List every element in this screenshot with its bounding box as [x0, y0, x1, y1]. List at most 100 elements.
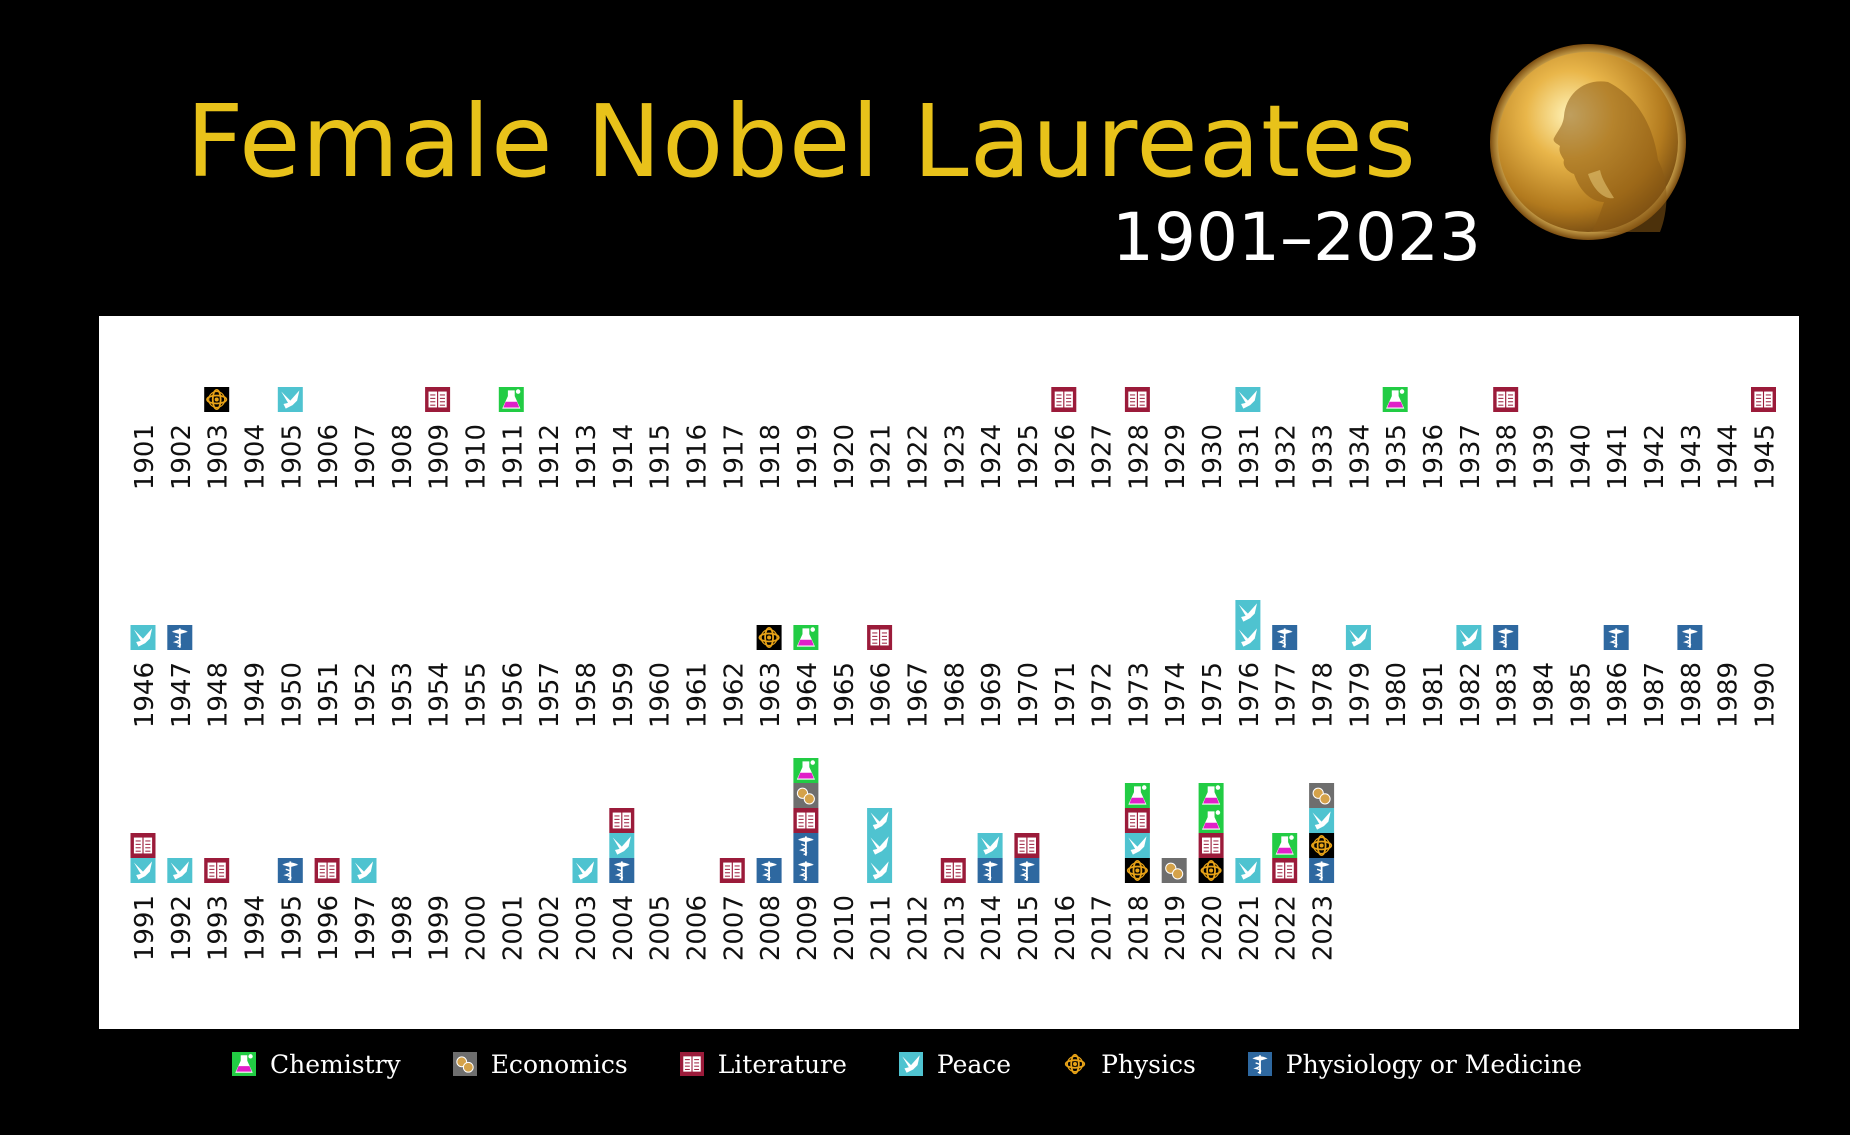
year-label: 1954 [425, 662, 455, 728]
year-label: 1915 [646, 424, 676, 490]
year-label: 1973 [1124, 662, 1154, 728]
coins-icon [452, 1052, 477, 1076]
year-label: 1986 [1603, 662, 1633, 728]
year-label: 1962 [719, 662, 749, 728]
year-label: 1924 [977, 424, 1007, 490]
year-label: 2020 [1198, 895, 1228, 961]
nobel-medal-icon [1490, 44, 1686, 240]
award-mark [314, 858, 340, 883]
year-label: 1968 [940, 662, 970, 728]
legend-label: Economics [490, 1049, 628, 1079]
year-label: 1961 [682, 662, 712, 728]
award-mark [1124, 833, 1150, 858]
year-label: 1921 [867, 424, 897, 490]
award-mark [130, 625, 156, 650]
year-label: 1976 [1235, 662, 1265, 728]
legend-label: Chemistry [270, 1049, 401, 1079]
year-label: 1933 [1309, 424, 1339, 490]
year-label: 1997 [351, 895, 381, 961]
timeline-chart: 1901 1902 1903 1904 1905 1906 1907 1908 1909 1910… [130, 387, 1781, 961]
year-label: 1919 [793, 424, 823, 490]
year-label: 2011 [867, 895, 897, 961]
year-label: 2001 [498, 895, 528, 961]
year-label: 1906 [314, 424, 344, 490]
year-label: 1943 [1677, 424, 1707, 490]
legend-item: Physiology or Medicine [1247, 1049, 1583, 1079]
year-label: 1989 [1714, 662, 1744, 728]
award-mark [1677, 625, 1703, 650]
year-label: 1958 [572, 662, 602, 728]
award-mark [277, 387, 303, 412]
year-label: 2017 [1088, 895, 1118, 961]
year-label: 1908 [388, 424, 418, 490]
year-label: 1971 [1051, 662, 1081, 728]
award-mark [793, 783, 819, 808]
year-label: 1999 [425, 895, 455, 961]
year-label: 1935 [1382, 424, 1412, 490]
year-label: 2023 [1309, 895, 1339, 961]
year-label: 1985 [1566, 662, 1596, 728]
year-label: 2007 [719, 895, 749, 961]
year-label: 1942 [1640, 424, 1670, 490]
legend-item: Physics [1063, 1050, 1196, 1079]
year-label: 1945 [1751, 424, 1781, 490]
award-mark [1235, 858, 1261, 883]
year-label: 1941 [1603, 424, 1633, 490]
year-label: 1978 [1309, 662, 1339, 728]
award-mark [793, 625, 819, 650]
flask-icon [232, 1052, 256, 1076]
year-label: 1963 [756, 662, 786, 728]
award-mark [867, 833, 893, 858]
year-label: 1948 [204, 662, 234, 728]
year-label: 1987 [1640, 662, 1670, 728]
award-mark [977, 858, 1003, 883]
award-mark [1272, 625, 1298, 650]
legend-label: Literature [717, 1049, 847, 1079]
award-mark [1198, 833, 1224, 858]
year-label: 1932 [1272, 424, 1302, 490]
year-label: 1957 [535, 662, 565, 728]
year-label: 1992 [167, 895, 197, 961]
year-label: 1953 [388, 662, 418, 728]
year-label: 1974 [1161, 662, 1191, 728]
award-mark [1124, 808, 1150, 833]
atom-icon [1063, 1052, 1088, 1076]
year-label: 1928 [1124, 424, 1154, 490]
award-mark [793, 858, 819, 883]
award-mark [1382, 387, 1408, 412]
award-mark [1235, 600, 1261, 625]
year-label: 1967 [903, 662, 933, 728]
award-mark [167, 625, 193, 650]
year-label: 1964 [793, 662, 823, 728]
legend-label: Physiology or Medicine [1285, 1049, 1583, 1079]
award-mark [867, 858, 893, 883]
year-label: 1920 [830, 424, 860, 490]
year-label: 1970 [1014, 662, 1044, 728]
chart-subtitle: 1901–2023 [1112, 199, 1481, 276]
year-label: 1930 [1198, 424, 1228, 490]
caduceus-icon [1247, 1052, 1272, 1076]
year-label: 1916 [682, 424, 712, 490]
year-label: 1959 [609, 662, 639, 728]
award-mark [1493, 387, 1519, 412]
year-label: 1995 [277, 895, 307, 961]
year-label: 2009 [793, 895, 823, 961]
year-label: 1949 [241, 662, 271, 728]
year-label: 2000 [462, 895, 492, 961]
year-label: 1905 [277, 424, 307, 490]
year-label: 2004 [609, 895, 639, 961]
year-label: 2022 [1272, 895, 1302, 961]
year-label: 1927 [1088, 424, 1118, 490]
year-label: 1983 [1493, 662, 1523, 728]
year-label: 1991 [130, 895, 160, 961]
year-label: 1977 [1272, 662, 1302, 728]
year-label: 2006 [682, 895, 712, 961]
award-mark [1014, 833, 1040, 858]
award-mark [609, 808, 635, 833]
award-mark [1751, 387, 1776, 412]
award-mark [867, 625, 893, 650]
award-mark [756, 858, 782, 883]
year-label: 1944 [1714, 424, 1744, 490]
award-mark [498, 387, 524, 412]
legend-item: Economics [452, 1049, 628, 1079]
